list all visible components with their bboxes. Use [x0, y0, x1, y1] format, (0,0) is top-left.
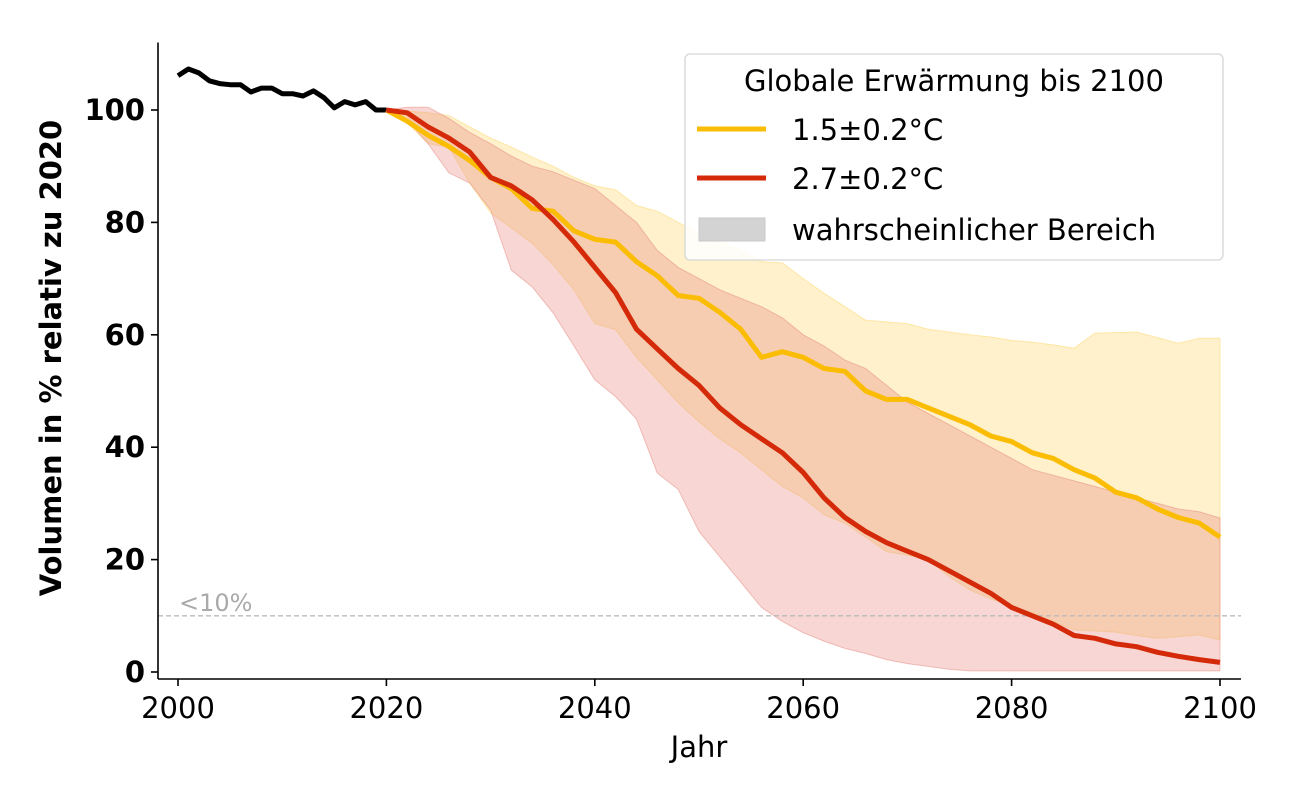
y-ticks: 0 20 40 60 80 100 — [84, 93, 158, 689]
legend-label-likely-range: wahrscheinlicher Bereich — [792, 213, 1156, 247]
x-tick-label-2100: 2100 — [1183, 691, 1257, 725]
y-tick-label-0: 0 — [125, 655, 145, 689]
y-tick-label-40: 40 — [105, 430, 145, 464]
x-tick-label-2060: 2060 — [766, 691, 840, 725]
x-tick-label-2000: 2000 — [141, 691, 215, 725]
y-tick-label-80: 80 — [105, 205, 145, 239]
band-1-5-0-2-c — [386, 109, 1221, 641]
band-2-7-0-2-c — [384, 106, 1221, 672]
legend-frame — [684, 53, 1224, 261]
historical-line — [176, 66, 387, 113]
likely-range-bands — [384, 106, 1221, 672]
x-axis-title: Jahr — [669, 730, 728, 764]
y-axis-title: Volumen in % relativ zu 2020 — [34, 120, 68, 596]
legend-title: Globale Erwärmung bis 2100 — [744, 64, 1164, 98]
legend-swatch-likely-range — [698, 217, 766, 242]
threshold-label: <10% — [179, 589, 252, 617]
legend-label-2-7c: 2.7±0.2°C — [792, 162, 943, 196]
x-tick-label-2020: 2020 — [349, 691, 423, 725]
series-line-2-7-0-2-c — [386, 107, 1221, 665]
threshold-group: <10% — [158, 589, 1241, 617]
series-line-1-5-0-2-c — [385, 107, 1222, 540]
legend-label-1-5c: 1.5±0.2°C — [792, 113, 943, 147]
y-tick-label-60: 60 — [105, 318, 145, 352]
x-ticks: 2000 2020 2040 2060 2080 2100 — [141, 679, 1257, 725]
series-lines — [176, 66, 1222, 665]
y-tick-label-100: 100 — [84, 93, 145, 127]
x-tick-label-2080: 2080 — [975, 691, 1049, 725]
y-tick-label-20: 20 — [105, 543, 145, 577]
x-tick-label-2040: 2040 — [558, 691, 632, 725]
legend: Globale Erwärmung bis 2100 1.5±0.2°C 2.7… — [684, 53, 1224, 261]
